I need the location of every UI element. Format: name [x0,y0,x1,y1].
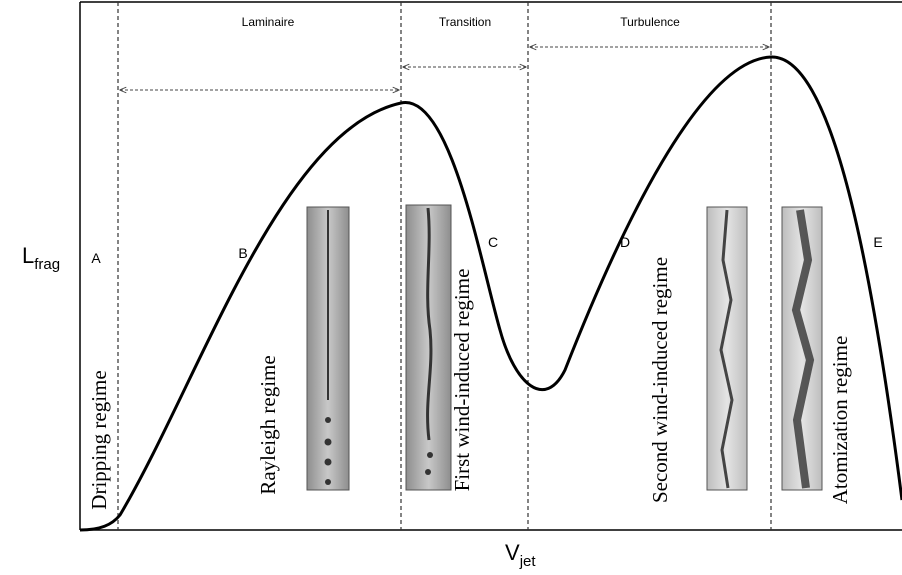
x-axis-label-sub: jet [519,553,537,570]
regime-label: Atomization regime [828,336,852,505]
y-axis-label-sub: frag [34,256,60,273]
regime-label: Rayleigh regime [256,355,280,494]
y-axis-label: Lfrag [22,243,60,273]
regime-label: Dripping regime [87,370,111,509]
zone-label: Transition [439,15,491,29]
region-letter: E [873,234,882,250]
regime-separators [117,2,772,530]
jet-photos [306,204,823,491]
x-axis-label: Vjet [505,540,536,570]
zone-arrows [120,47,769,90]
regime-label: First wind-induced regime [450,269,474,492]
regime-label: Second wind-induced regime [648,257,672,503]
zone-label: Turbulence [620,15,680,29]
region-letter: A [91,250,101,266]
x-axis-label-main: V [505,540,520,565]
y-axis-label-main: L [22,243,34,268]
region-letter: B [238,245,247,261]
fragmentation-curve [79,55,902,532]
region-letter: D [620,234,630,250]
axes-frame [79,1,902,531]
region-letter: C [488,234,498,250]
zone-label: Laminaire [242,15,295,29]
